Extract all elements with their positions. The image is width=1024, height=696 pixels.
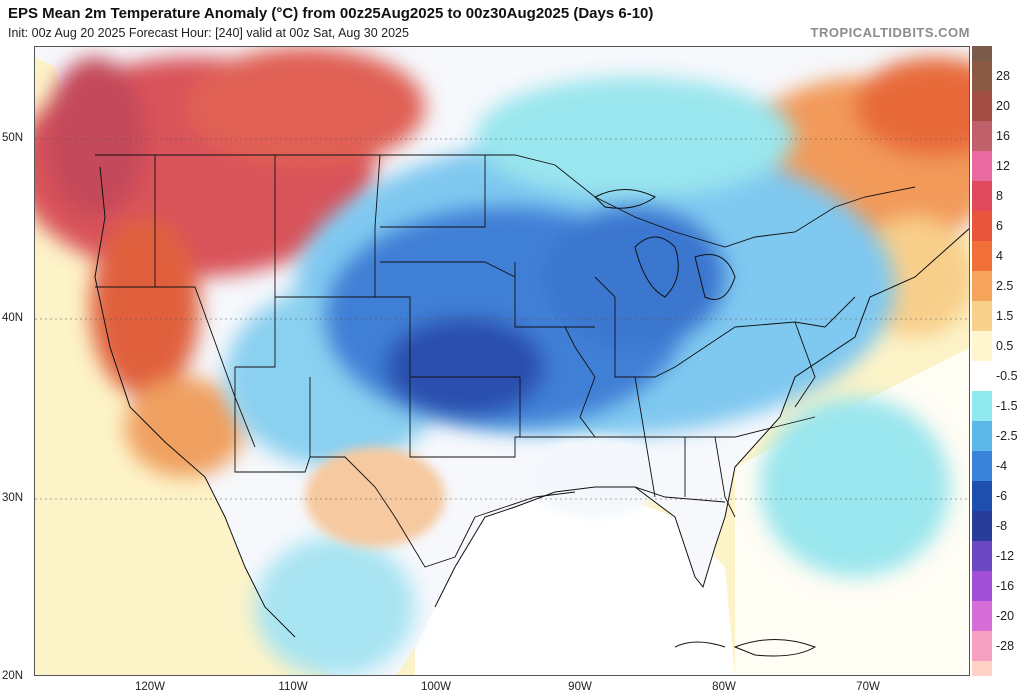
colorbar-swatch: [972, 331, 992, 362]
colorbar-label: 4: [996, 249, 1003, 263]
colorbar-top-cap: [972, 46, 992, 61]
lon-label-120w: 120W: [134, 681, 166, 693]
lon-label-80w: 80W: [712, 681, 736, 693]
gulf-neutral: [415, 477, 735, 675]
colorbar-swatch: [972, 541, 992, 572]
init-valid-subtitle: Init: 00z Aug 20 2025 Forecast Hour: [24…: [8, 26, 409, 40]
lon-label-110w: 110W: [278, 681, 308, 693]
colorbar-swatch: [972, 271, 992, 302]
coastlines: [94, 166, 969, 657]
lon-label-70w: 70W: [856, 681, 880, 693]
colorbar-label: 2.5: [996, 279, 1014, 293]
graticule: [35, 138, 969, 500]
colorbar-swatch: [972, 91, 992, 122]
colorbar-swatch: [972, 601, 992, 632]
colorbar-label: 1.5: [996, 309, 1014, 323]
lat-label-20n: 20N: [2, 670, 24, 682]
colorbar-label: 6: [996, 219, 1003, 233]
colorbar-swatch: [972, 301, 992, 332]
colorbar-swatch: [972, 511, 992, 542]
lat-label-40n: 40N: [2, 312, 24, 324]
colorbar-label: -4: [996, 459, 1008, 473]
colorbar-swatch: [972, 631, 992, 662]
colorbar-label: -20: [996, 609, 1015, 623]
colorbar-label: 8: [996, 189, 1003, 203]
colorbar-label: -6: [996, 489, 1008, 503]
atlantic-cool-patch: [760, 397, 950, 577]
south-neutral: [305, 437, 665, 547]
colorbar-label: -8: [996, 519, 1008, 533]
colorbar-label: 20: [996, 99, 1010, 113]
colorbar-label: 28: [996, 69, 1010, 83]
colorbar-label: 12: [996, 159, 1010, 173]
colorbar-swatch: [972, 421, 992, 452]
colorbar-swatch: [972, 61, 992, 92]
colorbar-swatch: [972, 361, 992, 392]
lon-label-100w: 100W: [420, 681, 452, 693]
colorbar-label: 16: [996, 129, 1010, 143]
colorbar-swatch: [972, 151, 992, 182]
lat-label-50n: 50N: [2, 132, 24, 144]
colorbar-swatch: [972, 241, 992, 272]
colorbar-label: -16: [996, 579, 1015, 593]
colorbar-swatch: [972, 121, 992, 152]
colorbar-label: -0.5: [996, 369, 1018, 383]
anomaly-map[interactable]: [34, 46, 970, 676]
colorbar-swatch: [972, 451, 992, 482]
colorbar-swatch: [972, 481, 992, 512]
map-canvas: [35, 47, 969, 675]
colorbar-label: -28: [996, 639, 1015, 653]
colorbar-label: -1.5: [996, 399, 1018, 413]
colorbar-label: 0.5: [996, 339, 1014, 353]
colorbar-swatch: [972, 391, 992, 422]
map-title: EPS Mean 2m Temperature Anomaly (°C) fro…: [8, 5, 654, 22]
lon-label-90w: 90W: [568, 681, 592, 693]
colorbar-label: -2.5: [996, 429, 1018, 443]
colorbar-swatch: [972, 571, 992, 602]
colorbar-bottom-cap: [972, 661, 992, 676]
colorbar-swatch: [972, 211, 992, 242]
colorbar-swatch: [972, 181, 992, 212]
colorbar-label: -12: [996, 549, 1015, 563]
political-borders: [95, 154, 916, 568]
warm-west-anomaly: [35, 47, 425, 477]
lat-label-30n: 30N: [2, 492, 24, 504]
colorbar-legend: 28 20 16 12 8 6 4 2.5 1.5 0.5 -0.5 -1.5 -2.5 -4 -6 -8 -1…: [972, 46, 1024, 676]
source-brand: TROPICALTIDBITS.COM: [810, 25, 970, 40]
